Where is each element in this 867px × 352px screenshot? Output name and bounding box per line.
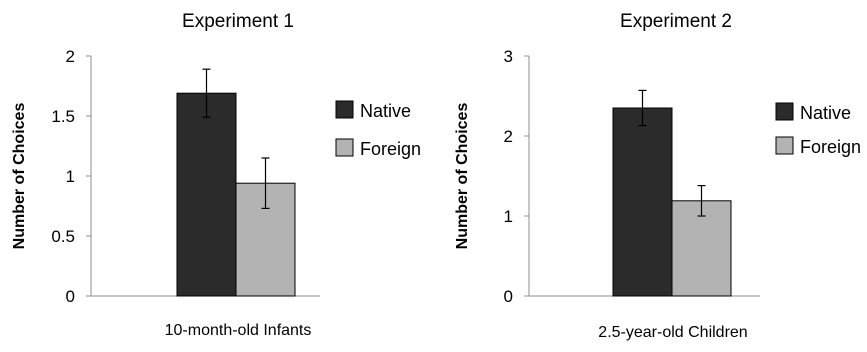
legend-label-foreign: Foreign xyxy=(800,137,861,157)
y-tick-label: 2 xyxy=(504,127,513,146)
y-tick-label: 1 xyxy=(504,207,513,226)
legend-swatch-native xyxy=(335,100,354,119)
chart-title: Experiment 2 xyxy=(620,11,732,32)
legend-label-native: Native xyxy=(800,103,851,123)
y-axis-label: Number of Choices xyxy=(454,103,471,250)
bar-foreign xyxy=(671,200,732,297)
bar-native xyxy=(176,92,237,297)
legend-label-native: Native xyxy=(360,101,411,121)
legend-label-foreign: Foreign xyxy=(360,139,421,159)
y-tick-label: 3 xyxy=(504,47,513,66)
legend-swatch-foreign xyxy=(335,138,354,157)
legend-swatch-native xyxy=(775,102,794,121)
x-axis-label: 2.5-year-old Children xyxy=(598,324,747,341)
y-axis-label: Number of Choices xyxy=(11,103,28,250)
y-tick-label: 0 xyxy=(504,287,513,306)
y-tick-label: 1.5 xyxy=(51,107,75,126)
chart-panel: Experiment 1 0 0.5 1 1.5 2 10-month-old Infant… xyxy=(11,11,421,339)
y-tick-label: 0.5 xyxy=(51,227,75,246)
x-axis-label: 10-month-old Infants xyxy=(165,322,312,339)
legend-swatch-foreign xyxy=(775,136,794,155)
y-tick-label: 0 xyxy=(66,287,75,306)
chart-title: Experiment 1 xyxy=(182,11,294,32)
y-tick-label: 1 xyxy=(66,167,75,186)
bar-native xyxy=(612,107,673,297)
chart-panel: Experiment 2 0 1 2 3 2.5-year-old Children Num… xyxy=(454,11,861,341)
y-tick-label: 2 xyxy=(66,47,75,66)
